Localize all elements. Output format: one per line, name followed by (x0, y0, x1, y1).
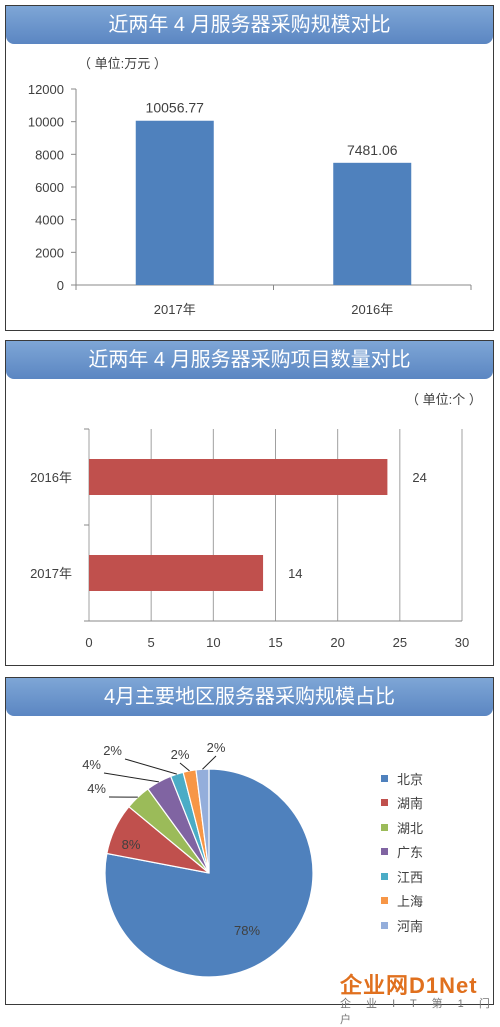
legend-item: 广东 (381, 840, 423, 865)
bar (136, 121, 214, 285)
legend-label: 江西 (397, 867, 423, 886)
y-tick-label: 10000 (28, 115, 64, 130)
legend-swatch (381, 824, 388, 831)
bar (89, 555, 263, 591)
legend-swatch (381, 873, 388, 880)
legend-label: 广东 (397, 842, 423, 861)
pie-value-label: 2% (171, 747, 190, 762)
legend-label: 湖南 (397, 793, 423, 812)
legend-swatch (381, 799, 388, 806)
leader-line (202, 756, 216, 769)
legend-item: 江西 (381, 864, 423, 889)
x-tick-label: 0 (85, 635, 92, 650)
y-tick-label: 8000 (35, 147, 64, 162)
x-tick-label: 20 (330, 635, 344, 650)
leader-line (180, 763, 190, 771)
legend-label: 北京 (397, 769, 423, 788)
legend-swatch (381, 848, 388, 855)
y-tick-label: 0 (57, 278, 64, 293)
pie-value-label: 78% (234, 923, 260, 938)
bar-value-label: 7481.06 (347, 142, 398, 158)
bar-chart-scale: 0 2000 4000 6000 8000 10000 12000 10056.77 2017年… (6, 6, 493, 330)
pie-value-label: 2% (207, 740, 226, 755)
legend-item: 湖南 (381, 791, 423, 816)
x-tick-label: 10 (206, 635, 220, 650)
legend-swatch (381, 897, 388, 904)
y-tick-label: 4000 (35, 213, 64, 228)
x-tick-label: 30 (455, 635, 469, 650)
y-tick-label: 2000 (35, 245, 64, 260)
legend-item: 河南 (381, 913, 423, 938)
pie-value-label: 8% (122, 837, 141, 852)
pie-value-label: 4% (82, 757, 101, 772)
y-tick-label: 2016年 (30, 470, 72, 485)
leader-line (104, 773, 159, 782)
legend-label: 河南 (397, 916, 423, 935)
x-tick-label: 5 (148, 635, 155, 650)
legend-swatch (381, 922, 388, 929)
x-tick-label: 2017年 (154, 302, 196, 317)
legend-swatch (381, 775, 388, 782)
logo-subtext: 企 业 I T 第 1 门 户 (340, 995, 500, 1027)
leader-line (125, 759, 177, 774)
legend-label: 湖北 (397, 818, 423, 837)
bar (333, 163, 411, 285)
legend-item: 湖北 (381, 815, 423, 840)
bar-value-label: 10056.77 (146, 100, 205, 116)
y-tick-label: 12000 (28, 82, 64, 97)
legend-label: 上海 (397, 891, 423, 910)
pie-legend: 北京湖南湖北广东江西上海河南 (381, 766, 423, 938)
y-tick-label: 2017年 (30, 566, 72, 581)
bar-value-label: 24 (412, 470, 426, 485)
d1net-logo: 企业网D1Net 企 业 I T 第 1 门 户 (340, 968, 500, 1007)
x-tick-label: 2016年 (351, 302, 393, 317)
hbar-chart-count: 0 5 10 15 20 25 30 24 2016年 14 2017年 (6, 341, 493, 665)
panel-region-share: 4月主要地区服务器采购规模占比 78%8%4%4%2%2%2% 北京湖南湖北广东… (5, 677, 494, 1005)
pie-value-label: 4% (87, 781, 106, 796)
bar (89, 459, 387, 495)
x-tick-label: 15 (268, 635, 282, 650)
y-tick-label: 6000 (35, 180, 64, 195)
x-tick-label: 25 (393, 635, 407, 650)
legend-item: 北京 (381, 766, 423, 791)
pie-value-label: 2% (103, 743, 122, 758)
bar-value-label: 14 (288, 566, 302, 581)
legend-item: 上海 (381, 889, 423, 914)
